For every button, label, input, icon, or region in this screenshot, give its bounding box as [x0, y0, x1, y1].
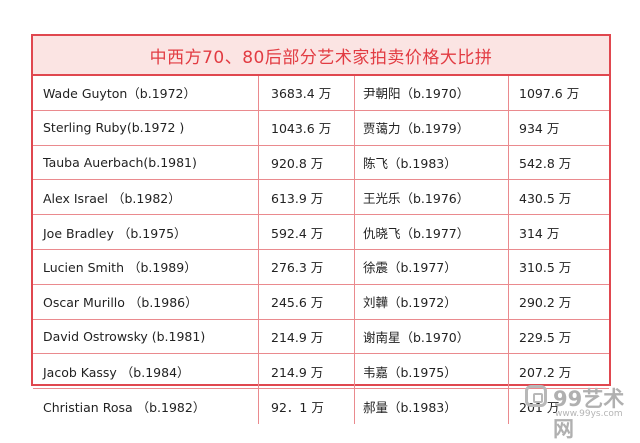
western-artist-cell: Alex Israel （b.1982） — [33, 180, 259, 215]
table-row: Wade Guyton（b.1972） 3683.4 万尹朝阳（b.1970） 10… — [33, 76, 609, 111]
chinese-artist-cell: 谢南星（b.1970） — [355, 319, 509, 354]
price-comparison-table: 中西方70、80后部分艺术家拍卖价格大比拼 Wade Guyton（b.1972… — [31, 34, 611, 424]
table-row: Jacob Kassy （b.1984） 214.9 万韦嘉（b.1975） 207… — [33, 354, 609, 390]
chinese-price-cell: 207.2 万 — [519, 364, 572, 380]
table-body: Wade Guyton（b.1972） 3683.4 万尹朝阳（b.1970） 10… — [33, 76, 609, 424]
western-artist-cell: Oscar Murillo （b.1986） — [33, 284, 259, 319]
chinese-artist-cell: 陈飞（b.1983） — [355, 145, 509, 180]
table-row: Alex Israel （b.1982） 613.9 万王光乐（b.1976） 43… — [33, 180, 609, 216]
chinese-price-cell: 229.5 万 — [519, 329, 572, 345]
chinese-artist-cell: 刘韡（b.1972） — [355, 284, 509, 319]
western-price-cell: 245.6 万 — [259, 284, 355, 319]
table-row: Christian Rosa （b.1982） 92．1 万郝量（b.1983） 2… — [33, 389, 609, 424]
table-row: Joe Bradley （b.1975） 592.4 万仇晓飞（b.1977） 31… — [33, 215, 609, 250]
western-price-cell: 214.9 万 — [259, 354, 355, 389]
chinese-price-cell: 430.5 万 — [519, 190, 572, 206]
chinese-price-cell: 934 万 — [519, 121, 560, 137]
western-artist-cell: Lucien Smith （b.1989） — [33, 249, 259, 284]
western-price-cell: 3683.4 万 — [259, 76, 355, 110]
western-artist-cell: Tauba Auerbach(b.1981) — [33, 145, 259, 180]
western-artist-cell: Jacob Kassy （b.1984） — [33, 354, 259, 389]
western-artist-cell: Wade Guyton（b.1972） — [33, 76, 259, 110]
watermark: 99艺术网 www.99ys.com — [525, 385, 637, 441]
chinese-price-cell: 310.5 万 — [519, 260, 572, 276]
chinese-price-cell: 1097.6 万 — [519, 86, 580, 102]
table-row: Tauba Auerbach(b.1981) 920.8 万陈飞（b.1983） 5… — [33, 145, 609, 181]
chinese-price-cell: 314 万 — [519, 225, 560, 241]
western-price-cell: 1043.6 万 — [259, 110, 355, 145]
watermark-url: www.99ys.com — [555, 409, 623, 419]
logo-icon — [525, 385, 547, 407]
table-row: Sterling Ruby(b.1972 ) 1043.6 万贾蔼力（b.1979… — [33, 110, 609, 146]
chinese-artist-cell: 郝量（b.1983） — [355, 389, 509, 424]
western-price-cell: 592.4 万 — [259, 215, 355, 249]
table-row: Lucien Smith （b.1989） 276.3 万徐震（b.1977） 31… — [33, 249, 609, 285]
chinese-price-cell: 290.2 万 — [519, 295, 572, 311]
chinese-price-cell: 542.8 万 — [519, 155, 572, 171]
western-price-cell: 92．1 万 — [259, 389, 355, 424]
western-price-cell: 276.3 万 — [259, 249, 355, 284]
western-price-cell: 920.8 万 — [259, 145, 355, 180]
chinese-artist-cell: 韦嘉（b.1975） — [355, 354, 509, 389]
western-artist-cell: Sterling Ruby(b.1972 ) — [33, 110, 259, 145]
western-price-cell: 613.9 万 — [259, 180, 355, 215]
table-row: Oscar Murillo （b.1986） 245.6 万刘韡（b.1972） 2… — [33, 284, 609, 320]
chinese-artist-cell: 王光乐（b.1976） — [355, 180, 509, 215]
chinese-artist-cell: 徐震（b.1977） — [355, 249, 509, 284]
western-artist-cell: Joe Bradley （b.1975） — [33, 215, 259, 249]
chinese-artist-cell: 仇晓飞（b.1977） — [355, 215, 509, 249]
table-row: David Ostrowsky (b.1981) 214.9 万谢南星（b.197… — [33, 319, 609, 355]
western-price-cell: 214.9 万 — [259, 319, 355, 354]
chinese-artist-cell: 贾蔼力（b.1979） — [355, 110, 509, 145]
table-title: 中西方70、80后部分艺术家拍卖价格大比拼 — [33, 36, 609, 76]
western-artist-cell: Christian Rosa （b.1982） — [33, 389, 259, 424]
western-artist-cell: David Ostrowsky (b.1981) — [33, 319, 259, 354]
chinese-artist-cell: 尹朝阳（b.1970） — [355, 76, 509, 110]
